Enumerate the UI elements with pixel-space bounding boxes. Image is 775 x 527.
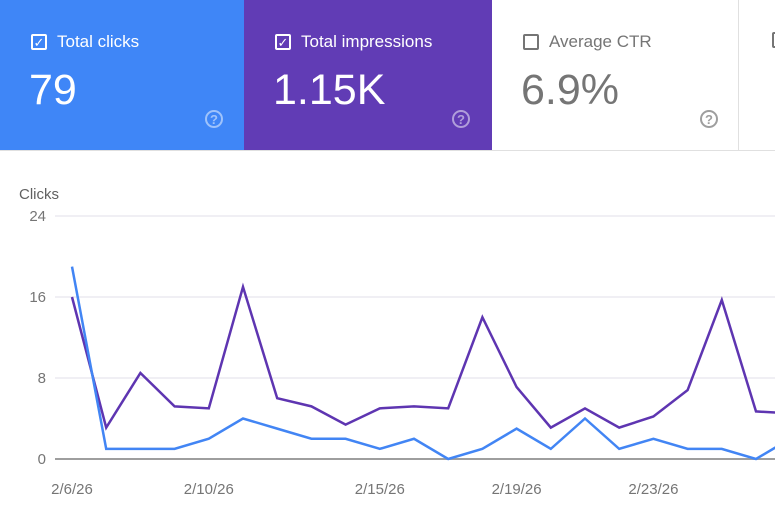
y-tick-label: 24 bbox=[29, 208, 46, 225]
total-impressions-card[interactable]: ✓ Total impressions 1.15K ? bbox=[244, 0, 492, 150]
next-metric-toggle[interactable] bbox=[772, 32, 775, 48]
checkbox-unchecked-icon[interactable] bbox=[772, 32, 775, 48]
clicks-line bbox=[70, 266, 775, 461]
y-tick-label: 16 bbox=[29, 289, 46, 306]
x-tick-label: 2/10/26 bbox=[184, 481, 234, 498]
y-tick-label: 8 bbox=[38, 370, 46, 387]
help-icon[interactable]: ? bbox=[700, 110, 718, 128]
x-tick-label: 2/23/26 bbox=[628, 481, 678, 498]
help-icon[interactable]: ? bbox=[205, 110, 223, 128]
y-tick-label: 0 bbox=[38, 451, 46, 468]
checkbox-checked-icon[interactable]: ✓ bbox=[31, 34, 47, 50]
y-axis-title: Clicks bbox=[19, 186, 59, 203]
card-label: Total clicks bbox=[57, 32, 140, 51]
card-value: 79 bbox=[29, 66, 77, 114]
next-metric-card[interactable] bbox=[739, 0, 775, 150]
card-value: 1.15K bbox=[273, 66, 386, 114]
x-tick-label: 2/15/26 bbox=[355, 481, 405, 498]
help-icon[interactable]: ? bbox=[452, 110, 470, 128]
checkbox-checked-icon[interactable]: ✓ bbox=[275, 34, 291, 50]
x-tick-label: 2/6/26 bbox=[51, 481, 93, 498]
performance-chart: Clicks 0 8 16 24 2/6/26 2/10/26 2/15/26 2/19/2… bbox=[19, 186, 775, 498]
impressions-line bbox=[70, 282, 775, 431]
card-value: 6.9% bbox=[521, 66, 620, 114]
x-tick-label: 2/19/26 bbox=[492, 481, 542, 498]
checkbox-unchecked-icon[interactable] bbox=[523, 34, 539, 50]
metric-cards: ✓ Total clicks 79 ? ✓ Total impressions … bbox=[0, 0, 775, 151]
card-label: Average CTR bbox=[549, 32, 652, 51]
card-label: Total impressions bbox=[301, 32, 433, 51]
total-impressions-toggle[interactable]: ✓ Total impressions bbox=[275, 32, 432, 52]
total-clicks-toggle[interactable]: ✓ Total clicks bbox=[31, 32, 139, 52]
total-clicks-card[interactable]: ✓ Total clicks 79 ? bbox=[0, 0, 244, 150]
average-ctr-card[interactable]: Average CTR 6.9% ? bbox=[492, 0, 739, 150]
average-ctr-toggle[interactable]: Average CTR bbox=[523, 32, 652, 52]
